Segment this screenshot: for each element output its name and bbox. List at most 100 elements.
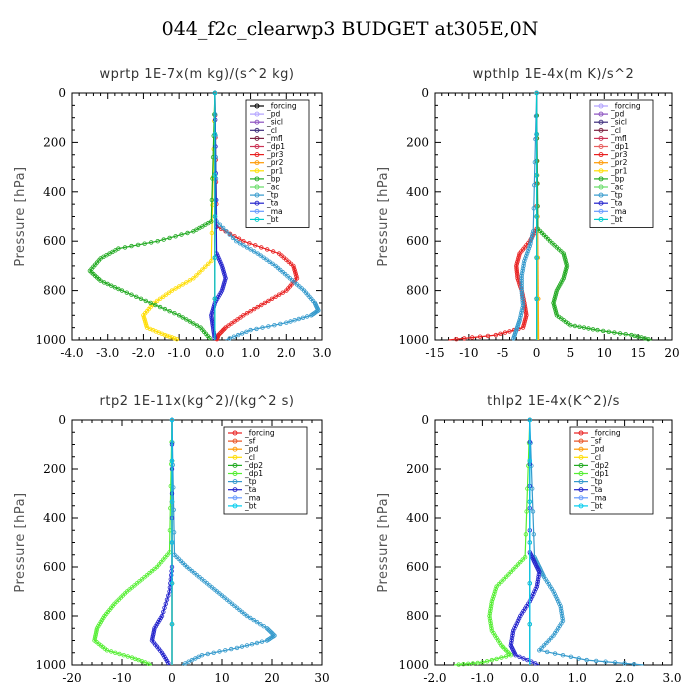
- x-tick-label: 3.0: [312, 346, 331, 360]
- data-point: [121, 653, 126, 658]
- data-point: [213, 144, 218, 149]
- data-point: [523, 532, 529, 537]
- y-tick-label: 200: [406, 462, 429, 476]
- series-line: [214, 92, 320, 341]
- data-point: [291, 263, 296, 269]
- legend-marker: [598, 144, 604, 149]
- legend-marker: [232, 430, 238, 436]
- legend-entry: _cl: [266, 126, 277, 135]
- data-point: [162, 605, 167, 610]
- data-point: [222, 278, 228, 283]
- data-point: [269, 296, 275, 301]
- data-point: [168, 577, 173, 582]
- y-tick-label: 0: [421, 86, 429, 100]
- data-point: [529, 234, 535, 239]
- data-point: [531, 591, 536, 597]
- legend-marker: [598, 184, 604, 190]
- data-point: [501, 577, 506, 582]
- data-point: [163, 292, 169, 297]
- data-point: [522, 319, 527, 324]
- data-point: [510, 633, 515, 638]
- series-group: [453, 417, 644, 667]
- legend-entry: _forcing: [244, 429, 275, 438]
- y-tick-label: 200: [43, 135, 66, 149]
- legend-marker: [254, 208, 260, 214]
- data-point: [247, 241, 252, 246]
- legend-marker: [254, 176, 260, 182]
- data-point: [527, 458, 532, 463]
- data-point: [227, 336, 232, 341]
- legend-marker: [578, 503, 584, 509]
- data-point: [477, 334, 483, 339]
- data-point: [524, 251, 530, 256]
- data-point: [553, 306, 558, 312]
- data-point: [560, 616, 565, 621]
- data-point: [492, 591, 497, 597]
- legend-entry: _ma: [610, 207, 627, 216]
- data-point: [142, 317, 147, 322]
- data-point: [266, 627, 271, 632]
- data-point: [211, 304, 216, 310]
- data-point: [560, 653, 566, 658]
- data-point: [200, 267, 205, 272]
- chart-panel-1: wprtp 1E-7x(m kg)/(s^2 kg) Pressure [hPa]…: [13, 67, 332, 360]
- data-point: [154, 298, 160, 304]
- legend-marker: [598, 192, 604, 198]
- data-point: [262, 300, 268, 306]
- data-point: [534, 296, 539, 301]
- data-point: [135, 242, 141, 248]
- data-point: [520, 305, 525, 311]
- data-point: [603, 659, 608, 664]
- data-point: [104, 648, 110, 653]
- legend-marker: [578, 495, 584, 501]
- data-point: [223, 648, 228, 653]
- data-point: [235, 317, 240, 322]
- legend-entry: _ma: [244, 493, 261, 502]
- data-point: [212, 173, 218, 178]
- x-tick-label: 20: [664, 346, 679, 360]
- data-point: [160, 294, 166, 299]
- data-point: [487, 611, 493, 616]
- data-point: [552, 651, 558, 656]
- data-point: [519, 288, 524, 293]
- data-point: [138, 296, 144, 301]
- data-point: [150, 634, 155, 639]
- data-point: [519, 285, 524, 291]
- data-point: [562, 255, 567, 260]
- data-point: [169, 540, 175, 545]
- legend-marker: [598, 208, 604, 214]
- data-point: [169, 335, 175, 340]
- x-tick-label: 5: [567, 346, 575, 360]
- data-point: [551, 300, 556, 306]
- data-point: [586, 326, 591, 331]
- data-point: [541, 643, 547, 648]
- data-point: [227, 232, 232, 237]
- data-point: [212, 296, 218, 301]
- data-point: [229, 321, 234, 326]
- data-point: [169, 499, 175, 504]
- legend-marker: [254, 168, 260, 174]
- data-point: [248, 327, 253, 333]
- y-axis-label: Pressure [hPa]: [13, 166, 28, 266]
- data-point: [533, 661, 538, 666]
- data-point: [522, 555, 528, 560]
- data-point: [534, 584, 540, 589]
- legend: _forcing_pd_sicl_cl_mfl_dp1_pr3_pr2_pr1_…: [589, 99, 654, 228]
- data-point: [561, 251, 566, 256]
- data-point: [119, 288, 125, 293]
- data-point: [524, 509, 529, 514]
- data-point: [475, 660, 480, 666]
- data-point: [179, 232, 184, 237]
- data-point: [480, 660, 485, 665]
- data-point: [222, 326, 227, 332]
- legend-entry: _ma: [590, 493, 607, 502]
- data-point: [517, 654, 522, 659]
- data-point: [212, 131, 218, 137]
- y-tick-label: 0: [58, 413, 66, 427]
- x-tick-label: 2.0: [277, 346, 296, 360]
- legend-marker: [254, 135, 260, 141]
- chart-panel-3: rtp2 1E-11x(kg^2)/(kg^2 s) Pressure [hPa]…: [13, 394, 330, 685]
- data-point: [172, 311, 177, 316]
- data-point: [559, 611, 564, 616]
- x-tick-label: -2.0: [132, 346, 155, 360]
